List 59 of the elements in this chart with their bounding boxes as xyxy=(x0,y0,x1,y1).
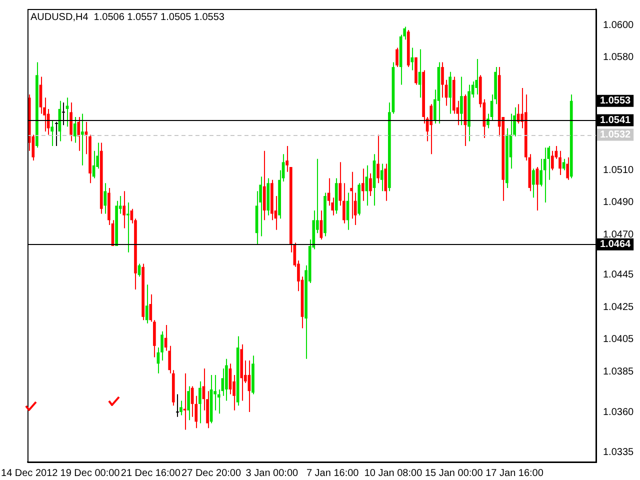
candlestick xyxy=(550,150,554,171)
candlestick xyxy=(460,76,463,126)
candlestick xyxy=(376,134,380,184)
x-tick-label: 7 Jan 16:00 xyxy=(306,468,360,479)
y-tick-label: 1.0335 xyxy=(603,447,634,458)
candlestick xyxy=(73,116,76,144)
candlestick xyxy=(380,163,384,192)
candlestick xyxy=(50,120,54,147)
candlestick xyxy=(396,47,398,68)
y-tick-label: 1.0580 xyxy=(603,52,634,64)
candlestick xyxy=(532,168,535,198)
candlestick xyxy=(448,71,452,114)
y-tick-label: 1.0385 xyxy=(603,366,634,378)
chart-title: AUDUSD,H4 1.0506 1.0557 1.0505 1.0553 xyxy=(30,12,225,23)
candlestick xyxy=(190,386,194,418)
candlestick xyxy=(81,113,84,166)
candlestick xyxy=(122,190,126,229)
y-tick-label: 1.0360 xyxy=(603,406,634,418)
ref-line-label: 1.0541 xyxy=(600,114,632,126)
y-tick-label: 1.0490 xyxy=(603,197,634,208)
candlestick xyxy=(558,150,562,176)
candlestick xyxy=(543,147,546,203)
y-tick-label: 1.0445 xyxy=(603,270,634,281)
x-tick-label: 15 Jan 00:00 xyxy=(424,468,484,479)
candlestick xyxy=(77,116,80,152)
candlestick xyxy=(149,294,152,322)
ref-line-label: 1.0464 xyxy=(600,239,632,250)
x-tick-label: 27 Dec 20:00 xyxy=(182,468,242,479)
candlestick xyxy=(441,62,444,98)
candlestick xyxy=(145,284,148,324)
candlestick xyxy=(176,394,180,418)
annotation: 1.0553 xyxy=(600,96,632,107)
candlestick xyxy=(126,202,130,253)
candlestick xyxy=(187,386,190,421)
x-tick-label: 17 Jan 16:00 xyxy=(486,468,544,479)
candlestick xyxy=(104,182,107,214)
y-tick-label: 1.0510 xyxy=(603,164,634,176)
candlestick xyxy=(180,400,182,416)
x-tick-label: 21 Dec 16:00 xyxy=(120,468,181,479)
y-tick-label: 1.0405 xyxy=(603,334,634,346)
candlestick xyxy=(70,102,72,142)
y-tick-label: 1.0600 xyxy=(603,20,634,31)
candlestick xyxy=(168,345,172,374)
x-tick-label: 19 Dec 00:00 xyxy=(60,468,120,479)
candlestick xyxy=(369,172,372,197)
candlestick xyxy=(66,97,69,128)
candlestick xyxy=(198,380,202,424)
candlestick xyxy=(475,58,478,95)
candlestick xyxy=(350,171,353,220)
candlestick xyxy=(430,104,433,155)
x-tick-label: 14 Dec 2012 xyxy=(1,468,58,479)
x-tick-label: 10 Jan 08:00 xyxy=(364,468,423,479)
y-tick-label: 1.0425 xyxy=(603,302,634,313)
candlestick xyxy=(361,168,364,202)
x-tick-label: 3 Jan 00:00 xyxy=(246,468,299,479)
candlestick xyxy=(540,158,542,187)
candlestick xyxy=(566,156,569,180)
candlestick xyxy=(384,163,388,202)
y-tick-label: 1.0470 xyxy=(603,229,634,240)
